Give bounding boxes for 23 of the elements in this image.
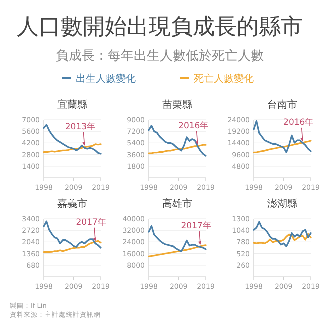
- text: 負成長：每年出生人數低於死亡人數: [56, 48, 264, 64]
- chart-title: 高雄市: [162, 198, 192, 210]
- annotation: 2016年: [284, 116, 314, 128]
- line-series: [253, 120, 312, 154]
- line-series: [148, 144, 207, 154]
- annotation: 2013年: [65, 121, 96, 132]
- annotation: 2017年: [181, 220, 212, 232]
- line-series: [253, 233, 312, 244]
- legend-label: 死亡人數變化: [194, 73, 254, 85]
- chart-title: 宜蘭縣: [58, 99, 88, 111]
- chart-title: 澎湖縣: [268, 198, 298, 210]
- line-series: [253, 140, 312, 154]
- chart-title: 苗栗縣: [162, 99, 192, 111]
- chart-title: 台南市: [268, 99, 298, 111]
- legend-label: 出生人數變化: [76, 73, 136, 85]
- text: 人口數開始出現負成長的縣市: [17, 15, 303, 40]
- line-series: [253, 221, 312, 248]
- annotation: 2017年: [76, 216, 107, 228]
- line-series: [43, 144, 102, 154]
- chart-title: 嘉義市: [58, 198, 88, 210]
- line-series: [43, 124, 102, 155]
- line-series: [148, 244, 207, 258]
- annotation: 2016年: [178, 120, 210, 132]
